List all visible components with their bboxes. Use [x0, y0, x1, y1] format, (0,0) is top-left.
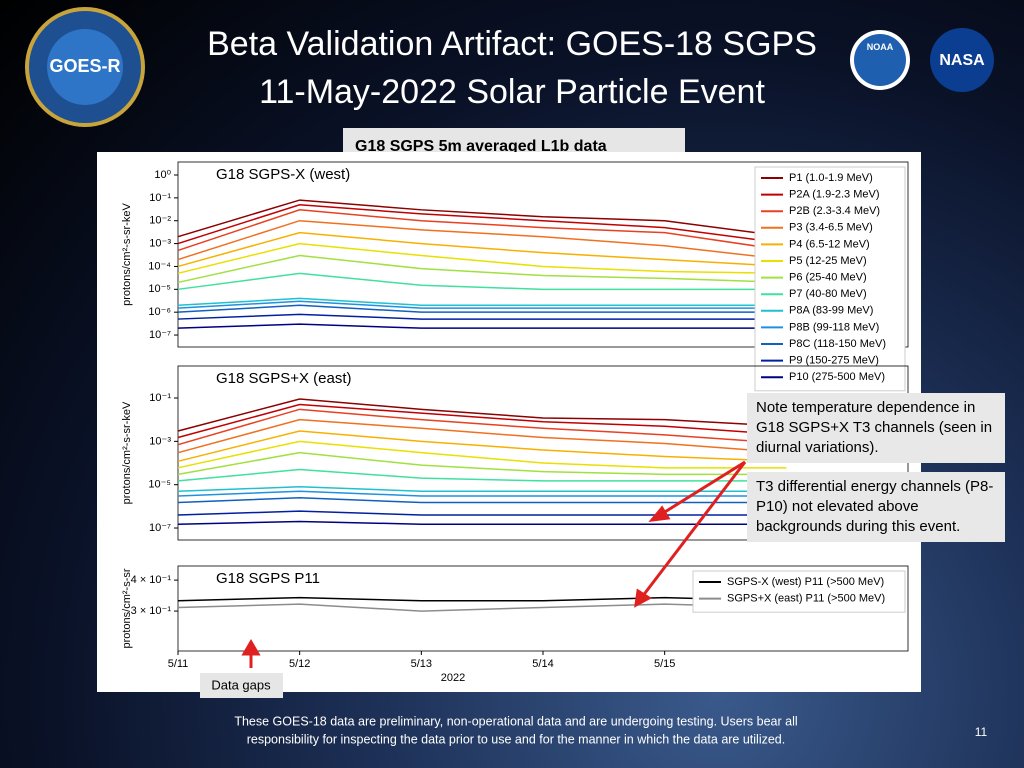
- data-gaps-label: Data gaps: [211, 677, 271, 692]
- x-tick-label: 5/13: [411, 658, 432, 670]
- series-line: [177, 496, 787, 504]
- series-line: [177, 603, 787, 612]
- logo-text: NOAA: [867, 42, 894, 52]
- y-tick-label: 3 × 10⁻¹: [131, 605, 172, 617]
- y-axis-label: protons/cm²-s-sr-keV: [121, 203, 133, 306]
- series-line: [177, 408, 787, 446]
- title-line: Beta Validation Artifact: GOES-18 SGPS: [207, 25, 817, 63]
- series-line: [177, 490, 787, 497]
- y-tick-label: 10⁰: [154, 169, 171, 181]
- series-line: [177, 297, 787, 307]
- series-line: [177, 313, 787, 320]
- series-line: [177, 430, 787, 463]
- x-tick-label: 5/11: [168, 658, 189, 670]
- series-line: [177, 300, 787, 309]
- legend-label: P9 (150-275 MeV): [789, 355, 879, 367]
- series-line: [177, 398, 787, 432]
- note: Note temperature dependence in G18 SGPS+…: [747, 393, 1005, 463]
- y-tick-label: 10⁻¹: [149, 192, 171, 204]
- nasa-logo: NASA: [930, 28, 994, 92]
- series-line: [177, 510, 787, 516]
- series-line: [177, 520, 787, 525]
- title-line: 11-May-2022 Solar Particle Event: [259, 73, 765, 111]
- series-line: [177, 468, 787, 482]
- series-line: [177, 219, 787, 261]
- y-tick-label: 10⁻³: [149, 435, 171, 447]
- legend-label: P4 (6.5-12 MeV): [789, 238, 870, 250]
- series-line: [177, 254, 787, 284]
- legend-label: SGPS+X (east) P11 (>500 MeV): [727, 593, 885, 605]
- legend-label: P8A (83-99 MeV): [789, 305, 873, 317]
- x-tick-label: 5/15: [654, 658, 675, 670]
- chart-title: G18 SGPS P11: [216, 570, 320, 587]
- legend-label: P8C (118-150 MeV): [789, 338, 886, 350]
- y-tick-label: 10⁻²: [149, 215, 171, 227]
- series-line: [177, 209, 787, 252]
- legend-label: P2A (1.9-2.3 MeV): [789, 189, 880, 201]
- goes-logo: GOES-R: [25, 7, 145, 127]
- y-tick-label: 4 × 10⁻¹: [131, 574, 172, 586]
- y-tick-label: 10⁻⁷: [149, 522, 171, 534]
- legend-label: P8B (99-118 MeV): [789, 321, 879, 333]
- series-line: [177, 323, 787, 329]
- legend-box: [692, 570, 906, 613]
- legend-box: [754, 166, 906, 392]
- series-line: [177, 272, 787, 291]
- arrows: [241, 460, 747, 668]
- series-line: [177, 403, 787, 439]
- legend-label: P2B (2.3-3.4 MeV): [789, 205, 880, 217]
- series-line: [177, 203, 787, 245]
- y-axis-label: protons/cm²-s-sr: [121, 568, 133, 648]
- series-line: [177, 451, 787, 476]
- x-axis-label: 2022: [441, 672, 465, 684]
- chart-title: G18 SGPS+X (east): [216, 370, 351, 387]
- series-line: [177, 231, 787, 268]
- noaa-logo: NOAA: [850, 30, 910, 90]
- legend-label: P3 (3.4-6.5 MeV): [789, 222, 873, 234]
- footer-line: These GOES-18 data are preliminary, non-…: [234, 714, 797, 728]
- y-tick-label: 10⁻⁵: [148, 479, 171, 491]
- chart-title: G18 SGPS-X (west): [216, 166, 350, 183]
- legend-label: P7 (40-80 MeV): [789, 288, 867, 300]
- charts: G18 SGPS-X (west) protons/cm²-s-sr-keV 10⁰…: [121, 161, 909, 684]
- series-line: [177, 596, 787, 602]
- y-tick-label: 10⁻³: [149, 237, 171, 249]
- x-tick-label: 5/14: [532, 658, 553, 670]
- page-number: 11: [975, 725, 988, 739]
- data-gaps-box: [200, 673, 283, 698]
- y-tick-label: 10⁻⁵: [148, 283, 171, 295]
- legend-label: SGPS-X (west) P11 (>500 MeV): [727, 576, 884, 588]
- legend-label: P10 (275-500 MeV): [789, 371, 885, 383]
- series-line: [177, 440, 787, 469]
- series-line: [177, 242, 787, 275]
- legend-label: P5 (12-25 MeV): [789, 255, 867, 267]
- plot-frame: [177, 161, 909, 348]
- y-tick-label: 10⁻⁶: [148, 306, 171, 318]
- y-tick-label: 10⁻⁷: [149, 329, 171, 341]
- logo-text: GOES-R: [49, 56, 120, 76]
- series-line: [177, 486, 787, 492]
- x-tick-label: 5/12: [289, 658, 310, 670]
- y-tick-label: 10⁻⁴: [148, 260, 171, 272]
- banner: G18 SGPS 5m averaged L1b data: [355, 138, 607, 155]
- note: T3 differential energy channels (P8-P10)…: [747, 472, 1005, 542]
- footer-line: responsibility for inspecting the data p…: [247, 732, 786, 746]
- legend-label: P1 (1.0-1.9 MeV): [789, 172, 873, 184]
- series-line: [177, 418, 787, 454]
- legend-label: P6 (25-40 MeV): [789, 272, 867, 284]
- y-axis-label: protons/cm²-s-sr-keV: [121, 401, 133, 504]
- series-line: [177, 199, 787, 238]
- logo-text: NASA: [939, 52, 985, 69]
- series-line: [177, 304, 787, 313]
- y-tick-label: 10⁻¹: [149, 392, 171, 404]
